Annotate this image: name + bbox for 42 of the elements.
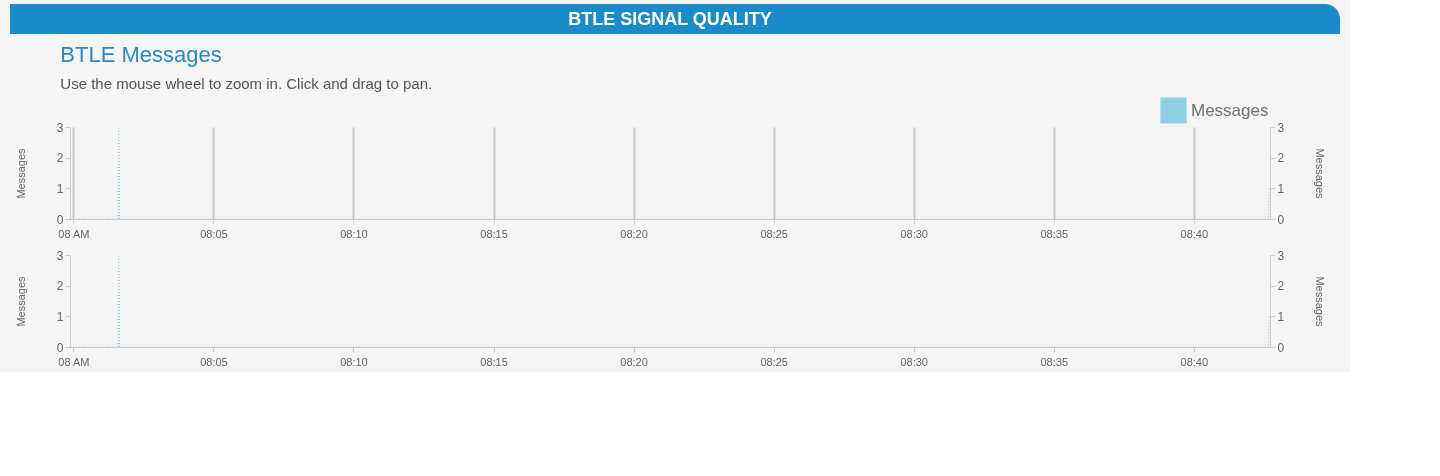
y-axis-title: Messages [14, 147, 27, 199]
y2-tick-label: 3 [1277, 120, 1285, 135]
y-axis-title: Messages [14, 275, 27, 327]
y-tick-label: 2 [56, 151, 64, 166]
x-tick-label: 08:25 [760, 227, 788, 240]
x-tick-label: 08:05 [200, 355, 228, 368]
x-tick-label: 08:25 [760, 355, 788, 368]
y2-tick-label: 0 [1277, 340, 1285, 355]
y2-tick-label: 2 [1277, 151, 1285, 166]
x-tick-label: 08:20 [620, 355, 648, 368]
chart-subtitle: Use the mouse wheel to zoom in. Click and drag to pan. [60, 75, 433, 92]
y2-tick-label: 2 [1277, 279, 1285, 294]
y2-tick-label: 0 [1277, 212, 1285, 227]
x-tick-label: 08:40 [1180, 227, 1209, 240]
y2-axis-title: Messages [1314, 148, 1327, 200]
text: BTLE SIGNAL QUALITY [568, 9, 772, 29]
y2-tick-label: 1 [1277, 309, 1285, 324]
x-tick-label: 08:10 [340, 227, 368, 240]
x-tick-label: 08:35 [1040, 355, 1069, 368]
y2-tick-label: 3 [1277, 248, 1285, 263]
y2-tick-label: 1 [1277, 181, 1285, 196]
x-tick-label: 08:30 [900, 227, 928, 240]
x-tick-label: 08:15 [480, 227, 508, 240]
x-tick-label: 08:15 [480, 355, 508, 368]
x-tick-label: 08:05 [200, 227, 228, 240]
y-tick-label: 2 [56, 279, 64, 294]
y-tick-label: 3 [56, 120, 64, 135]
x-tick-label: 08:40 [1180, 355, 1209, 368]
x-tick-label: 08 AM [58, 355, 90, 368]
x-tick-label: 08:20 [620, 227, 648, 240]
x-tick-label: 08 AM [58, 227, 90, 240]
chart-title: BTLE Messages [60, 42, 222, 67]
y-tick-label: 0 [56, 340, 64, 355]
y-tick-label: 3 [56, 248, 64, 263]
x-tick-label: 08:10 [340, 355, 368, 368]
legend-label: Messages [1191, 100, 1269, 120]
x-tick-label: 08:35 [1040, 227, 1069, 240]
y-tick-label: 1 [56, 309, 64, 324]
x-tick-label: 08:30 [900, 355, 928, 368]
y-tick-label: 1 [56, 181, 64, 196]
y-tick-label: 0 [56, 212, 64, 227]
y2-axis-title: Messages [1314, 276, 1327, 328]
